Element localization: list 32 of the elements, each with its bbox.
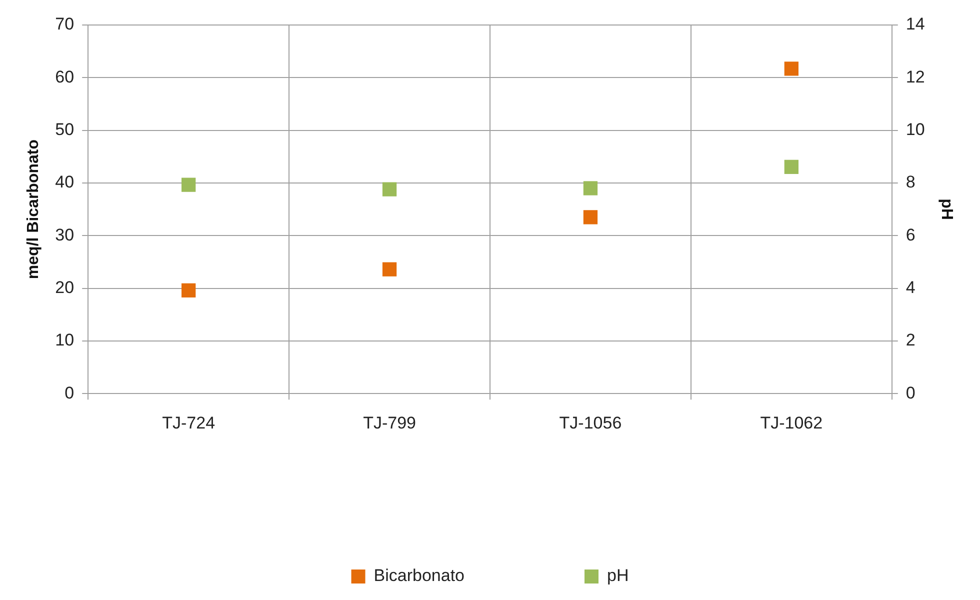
x-tick-label: TJ-799 <box>363 413 416 432</box>
y-tick-label: 0 <box>64 383 74 402</box>
y-tick-label: 20 <box>55 278 74 297</box>
y-tick-label: 30 <box>55 225 74 244</box>
x-tick-label: TJ-1056 <box>559 413 622 432</box>
x-tick-label: TJ-1062 <box>760 413 823 432</box>
point <box>382 182 397 196</box>
point <box>182 283 196 298</box>
y-axis-title: meq/l Bicarbonato <box>25 139 42 280</box>
y2-tick-label: 12 <box>906 67 925 86</box>
y2-tick-label: 4 <box>906 278 916 297</box>
x-tick-label: TJ-724 <box>162 413 216 432</box>
y2-tick-label: 14 <box>906 14 925 34</box>
y2-axis-title: pH <box>938 198 955 220</box>
y-tick-label: 50 <box>55 120 74 139</box>
y-tick-label: 10 <box>55 330 74 350</box>
y2-tick-label: 8 <box>906 172 916 192</box>
legend-label: pH <box>607 566 629 586</box>
point <box>784 160 798 174</box>
point <box>583 181 598 196</box>
point <box>382 262 397 276</box>
y-tick-label: 70 <box>55 14 74 34</box>
point <box>182 178 196 192</box>
y2-tick-label: 0 <box>906 383 916 402</box>
point <box>784 62 798 76</box>
y2-tick-label: 10 <box>906 120 925 139</box>
y2-tick-label: 2 <box>906 330 916 350</box>
point <box>583 210 598 224</box>
y-tick-label: 40 <box>55 172 74 192</box>
legend-label: Bicarbonato <box>374 566 465 586</box>
y2-tick-label: 6 <box>906 225 916 244</box>
y-tick-label: 60 <box>55 67 74 86</box>
